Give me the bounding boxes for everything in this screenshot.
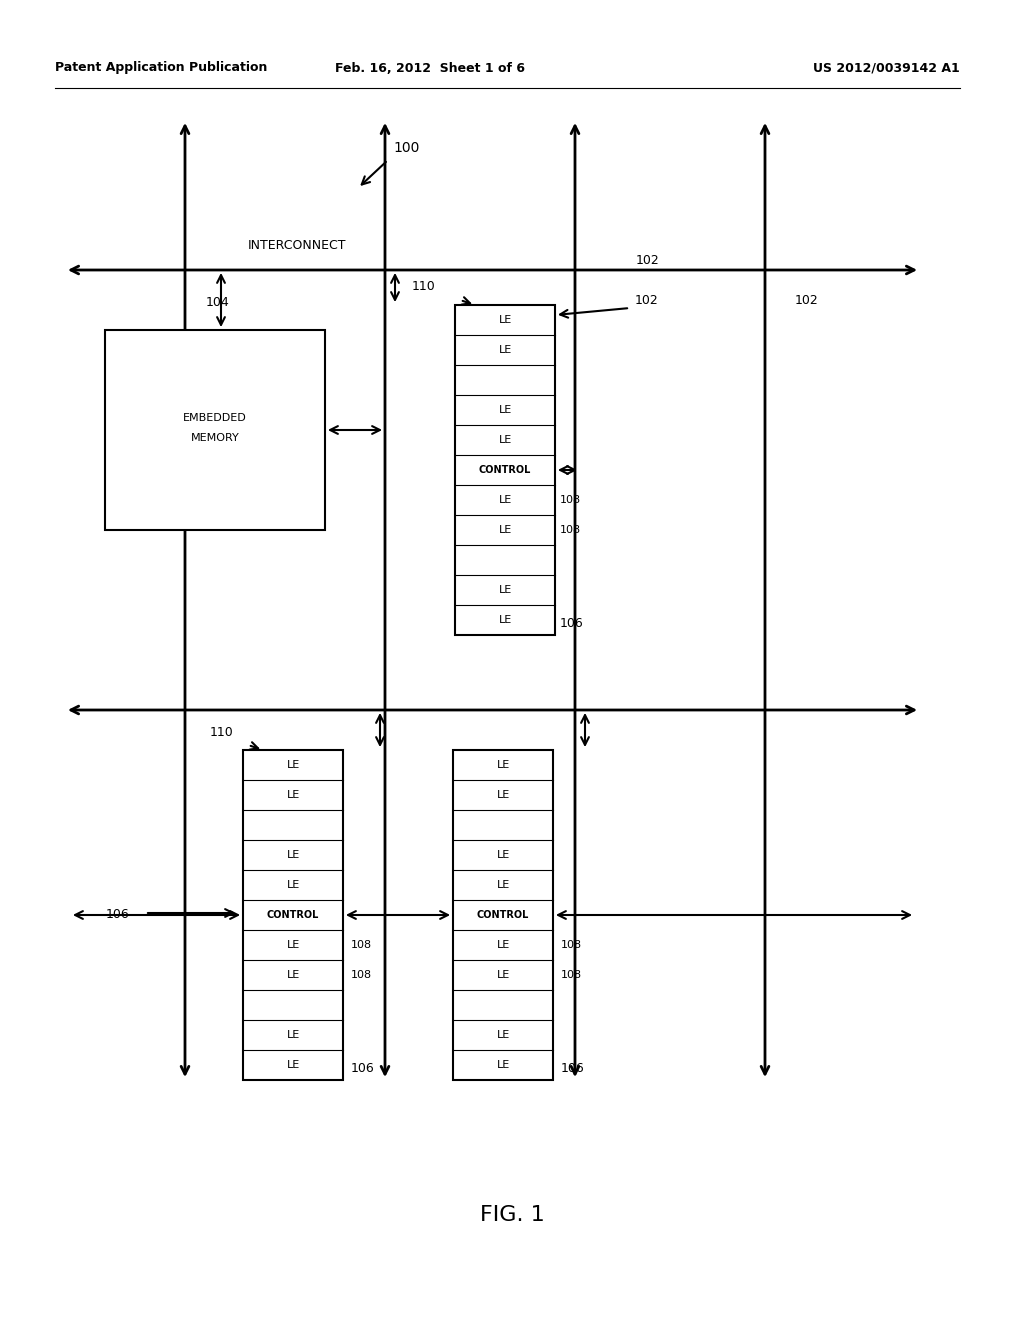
Bar <box>105 330 325 531</box>
Text: LE: LE <box>287 1060 300 1071</box>
Text: LE: LE <box>497 760 510 770</box>
Text: 108: 108 <box>560 525 582 535</box>
Text: LE: LE <box>497 970 510 979</box>
Text: EMBEDDED: EMBEDDED <box>183 413 247 422</box>
Text: LE: LE <box>499 345 512 355</box>
Text: LE: LE <box>497 1030 510 1040</box>
Text: CONTROL: CONTROL <box>477 909 529 920</box>
Text: LE: LE <box>499 405 512 414</box>
Text: LE: LE <box>287 970 300 979</box>
Text: LE: LE <box>287 760 300 770</box>
Text: 106: 106 <box>560 616 584 630</box>
Text: 108: 108 <box>560 495 582 506</box>
Text: LE: LE <box>499 315 512 325</box>
Text: LE: LE <box>497 789 510 800</box>
Text: 106: 106 <box>106 908 130 921</box>
Text: LE: LE <box>499 525 512 535</box>
Text: LE: LE <box>497 940 510 950</box>
Text: MEMORY: MEMORY <box>190 433 240 444</box>
Text: 104: 104 <box>206 296 229 309</box>
Text: 110: 110 <box>209 726 233 738</box>
Text: 106: 106 <box>351 1063 375 1074</box>
Text: Patent Application Publication: Patent Application Publication <box>55 62 267 74</box>
Text: US 2012/0039142 A1: US 2012/0039142 A1 <box>813 62 961 74</box>
Bar <box>453 750 553 1080</box>
Text: 108: 108 <box>561 940 582 950</box>
Text: LE: LE <box>499 495 512 506</box>
Text: LE: LE <box>499 615 512 624</box>
Text: CONTROL: CONTROL <box>267 909 319 920</box>
Text: LE: LE <box>287 789 300 800</box>
Text: 102: 102 <box>636 253 659 267</box>
Text: LE: LE <box>287 880 300 890</box>
Text: 110: 110 <box>412 281 435 293</box>
Text: LE: LE <box>497 850 510 861</box>
Text: 100: 100 <box>393 141 420 154</box>
Text: INTERCONNECT: INTERCONNECT <box>248 239 346 252</box>
Text: 108: 108 <box>561 970 582 979</box>
Text: LE: LE <box>287 1030 300 1040</box>
Bar <box>455 305 555 635</box>
Text: 108: 108 <box>351 940 372 950</box>
Text: LE: LE <box>287 850 300 861</box>
Text: Feb. 16, 2012  Sheet 1 of 6: Feb. 16, 2012 Sheet 1 of 6 <box>335 62 525 74</box>
Text: 108: 108 <box>351 970 372 979</box>
Text: 106: 106 <box>561 1063 585 1074</box>
Text: LE: LE <box>499 436 512 445</box>
Text: 102: 102 <box>635 293 658 306</box>
Text: LE: LE <box>497 880 510 890</box>
Text: LE: LE <box>499 585 512 595</box>
Text: LE: LE <box>497 1060 510 1071</box>
Text: 102: 102 <box>795 293 819 306</box>
Text: FIG. 1: FIG. 1 <box>479 1205 545 1225</box>
Text: LE: LE <box>287 940 300 950</box>
Bar <box>243 750 343 1080</box>
Text: CONTROL: CONTROL <box>479 465 531 475</box>
